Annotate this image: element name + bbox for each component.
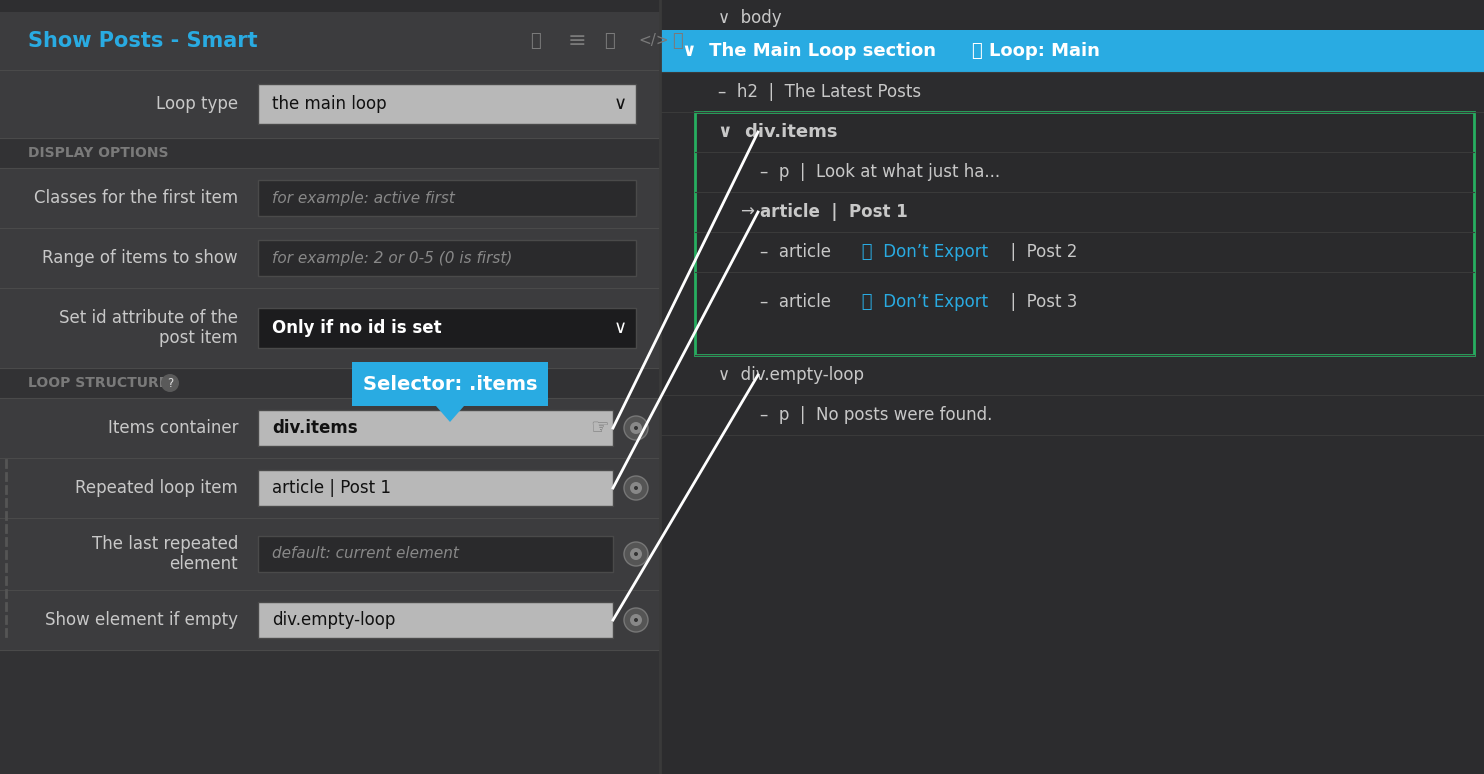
- Text: 📋: 📋: [530, 32, 540, 50]
- Text: ≡: ≡: [568, 31, 586, 51]
- Text: article  |  Post 1: article | Post 1: [760, 203, 908, 221]
- Text: default: current element: default: current element: [272, 546, 459, 561]
- Bar: [695, 112, 1474, 355]
- Bar: [0, 590, 660, 650]
- Text: div.empty-loop: div.empty-loop: [272, 611, 395, 629]
- Text: Items container: Items container: [107, 419, 237, 437]
- Text: Classes for the first item: Classes for the first item: [34, 189, 237, 207]
- Text: The last repeated
element: The last repeated element: [92, 535, 237, 574]
- Circle shape: [634, 552, 638, 556]
- Text: ∨: ∨: [614, 319, 628, 337]
- Circle shape: [634, 426, 638, 430]
- Bar: [352, 362, 548, 406]
- Text: Only if no id is set: Only if no id is set: [272, 319, 442, 337]
- Text: Repeated loop item: Repeated loop item: [76, 479, 237, 497]
- Circle shape: [631, 482, 643, 494]
- Bar: [0, 228, 660, 288]
- Circle shape: [634, 618, 638, 622]
- Bar: [258, 536, 613, 572]
- Text: Ｗ Loop: Main: Ｗ Loop: Main: [972, 42, 1100, 60]
- Text: ∨  div.items: ∨ div.items: [718, 123, 837, 141]
- Bar: [258, 180, 637, 216]
- Bar: [660, 0, 1484, 774]
- Bar: [0, 650, 660, 774]
- Bar: [0, 288, 660, 368]
- Text: 🗑: 🗑: [672, 32, 683, 50]
- Text: </>: </>: [638, 33, 669, 49]
- Text: ?: ?: [166, 377, 174, 390]
- Bar: [0, 398, 660, 458]
- Text: div.items: div.items: [272, 419, 358, 437]
- Bar: [0, 12, 660, 70]
- Bar: [258, 308, 637, 348]
- Circle shape: [623, 476, 649, 500]
- Text: for example: active first: for example: active first: [272, 190, 456, 206]
- Text: –  p  |  No posts were found.: – p | No posts were found.: [760, 406, 993, 424]
- Circle shape: [634, 486, 638, 490]
- Text: ∨  body: ∨ body: [718, 9, 782, 27]
- Text: –  article: – article: [760, 243, 831, 261]
- Bar: [0, 138, 660, 168]
- Text: |  Post 3: | Post 3: [1000, 293, 1077, 311]
- Bar: [258, 240, 637, 276]
- Text: the main loop: the main loop: [272, 95, 387, 113]
- Circle shape: [160, 374, 180, 392]
- Text: →: →: [741, 203, 754, 221]
- Bar: [258, 470, 613, 506]
- Text: Selector: .items: Selector: .items: [362, 375, 537, 393]
- Circle shape: [623, 542, 649, 566]
- Text: ∨  div.empty-loop: ∨ div.empty-loop: [718, 366, 864, 384]
- Text: ∨  The Main Loop section: ∨ The Main Loop section: [683, 42, 936, 60]
- Text: article | Post 1: article | Post 1: [272, 479, 390, 497]
- Bar: [258, 84, 637, 124]
- Text: ⓦ: ⓦ: [856, 293, 873, 311]
- Text: –  h2  |  The Latest Posts: – h2 | The Latest Posts: [718, 83, 922, 101]
- Circle shape: [631, 614, 643, 626]
- Bar: [0, 458, 660, 518]
- Text: Show element if empty: Show element if empty: [45, 611, 237, 629]
- Text: –  article: – article: [760, 293, 831, 311]
- Text: for example: 2 or 0-5 (0 is first): for example: 2 or 0-5 (0 is first): [272, 251, 512, 265]
- Bar: [0, 70, 660, 138]
- Text: Don’t Export: Don’t Export: [879, 293, 988, 311]
- Text: DISPLAY OPTIONS: DISPLAY OPTIONS: [28, 146, 169, 160]
- Bar: [258, 410, 613, 446]
- Text: Set id attribute of the
post item: Set id attribute of the post item: [59, 309, 237, 348]
- Text: ⓦ: ⓦ: [604, 32, 614, 50]
- Bar: [0, 368, 660, 398]
- Bar: [258, 602, 613, 638]
- Bar: [0, 0, 660, 12]
- Circle shape: [631, 548, 643, 560]
- Text: Range of items to show: Range of items to show: [43, 249, 237, 267]
- Bar: [0, 168, 660, 228]
- Text: –  p  |  Look at what just ha...: – p | Look at what just ha...: [760, 163, 1000, 181]
- Circle shape: [623, 416, 649, 440]
- Text: ☞: ☞: [591, 418, 608, 438]
- Text: ∨: ∨: [614, 95, 628, 113]
- Text: Loop type: Loop type: [156, 95, 237, 113]
- Text: LOOP STRUCTURE: LOOP STRUCTURE: [28, 376, 168, 390]
- Text: Show Posts - Smart: Show Posts - Smart: [28, 31, 258, 51]
- Bar: [0, 518, 660, 590]
- Text: ⓦ: ⓦ: [856, 243, 873, 261]
- Bar: [660, 30, 1484, 72]
- Text: |  Post 2: | Post 2: [1000, 243, 1077, 261]
- Text: Don’t Export: Don’t Export: [879, 243, 988, 261]
- Circle shape: [623, 608, 649, 632]
- Circle shape: [631, 422, 643, 434]
- Polygon shape: [436, 406, 464, 422]
- Bar: [0, 0, 660, 774]
